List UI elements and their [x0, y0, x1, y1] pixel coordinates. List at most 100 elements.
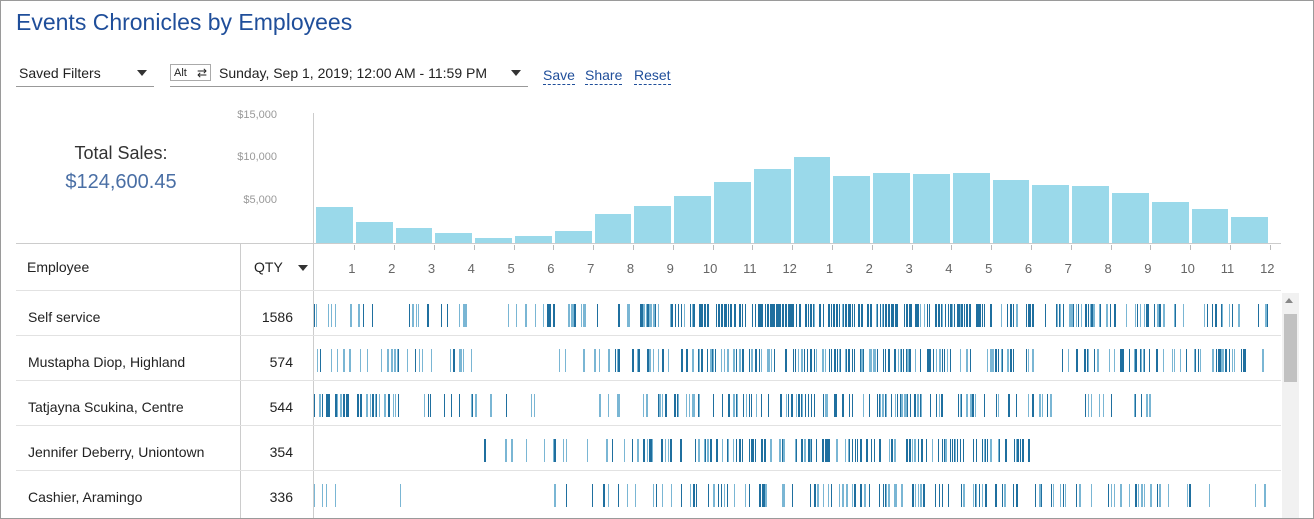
event-tick	[1100, 304, 1102, 327]
event-tick	[713, 484, 716, 507]
event-tick	[554, 484, 557, 507]
qty-column-header[interactable]: QTY	[254, 259, 283, 275]
alt-toggle-button[interactable]: Alt ⇄	[170, 64, 211, 81]
histogram-bar[interactable]	[316, 207, 353, 243]
x-tick-mark	[1110, 245, 1112, 250]
event-tick	[843, 304, 845, 327]
event-tick	[843, 394, 845, 417]
event-tick	[732, 349, 735, 372]
event-tick	[961, 304, 964, 327]
employee-name[interactable]: Tatjayna Scukina, Centre	[28, 399, 184, 415]
date-range-dropdown[interactable]: Alt ⇄ Sunday, Sep 1, 2019; 12:00 AM - 11…	[170, 62, 528, 87]
event-tick	[841, 304, 843, 327]
employee-name[interactable]: Self service	[28, 309, 101, 325]
event-tick	[1158, 304, 1160, 327]
reset-link[interactable]: Reset	[634, 67, 671, 85]
event-tick	[809, 439, 811, 462]
histogram-bar[interactable]	[1231, 216, 1269, 243]
histogram-bar[interactable]	[594, 214, 632, 243]
event-tick	[815, 349, 817, 372]
histogram-bar[interactable]	[1151, 201, 1189, 243]
event-tick	[391, 349, 394, 372]
event-tick	[751, 439, 754, 462]
histogram-bar[interactable]	[475, 237, 512, 243]
event-tick	[769, 439, 772, 462]
sort-desc-icon[interactable]	[298, 265, 308, 271]
event-tick	[766, 304, 768, 327]
event-tick	[937, 439, 939, 462]
event-tick	[463, 349, 465, 372]
event-tick	[908, 304, 910, 327]
row-separator	[16, 290, 1281, 291]
histogram-bar[interactable]	[873, 172, 910, 243]
histogram-bar[interactable]	[952, 172, 990, 243]
event-tick	[910, 394, 912, 417]
event-tick	[907, 394, 909, 417]
employee-name[interactable]: Jennifer Deberry, Uniontown	[28, 444, 205, 460]
histogram-bar[interactable]	[1112, 193, 1149, 243]
event-tick	[330, 304, 332, 327]
event-tick	[1141, 349, 1143, 372]
histogram-bar[interactable]	[793, 157, 831, 243]
histogram-bar[interactable]	[714, 182, 751, 243]
employee-column-header[interactable]: Employee	[27, 259, 90, 275]
event-tick	[1265, 304, 1268, 327]
histogram-bar[interactable]	[674, 196, 711, 243]
histogram-bar[interactable]	[913, 174, 950, 243]
event-tick	[744, 484, 746, 507]
scroll-up-icon[interactable]	[1285, 298, 1293, 303]
histogram-bar[interactable]	[634, 205, 672, 243]
histogram-bar[interactable]	[435, 232, 473, 243]
histogram-bar[interactable]	[992, 179, 1030, 243]
event-timeline-strip[interactable]	[314, 439, 1269, 462]
event-tick	[734, 394, 736, 417]
hour-tick-label: 5	[507, 261, 515, 276]
employee-name[interactable]: Cashier, Aramingo	[28, 489, 143, 505]
event-tick	[728, 439, 730, 462]
event-tick	[790, 304, 792, 327]
event-tick	[656, 484, 658, 507]
event-tick	[451, 394, 453, 417]
event-tick	[1061, 349, 1063, 372]
event-timeline-strip[interactable]	[314, 394, 1269, 417]
y-tick-label: $15,000	[237, 109, 277, 121]
histogram-bar[interactable]	[515, 236, 552, 243]
histogram-bar[interactable]	[395, 227, 433, 243]
save-link[interactable]: Save	[543, 67, 575, 85]
event-tick	[449, 349, 451, 372]
event-tick	[699, 304, 702, 327]
histogram-bar[interactable]	[355, 221, 393, 243]
event-tick	[823, 394, 824, 417]
event-timeline-strip[interactable]	[314, 484, 1269, 507]
saved-filters-dropdown[interactable]: Saved Filters	[16, 62, 154, 87]
event-tick	[1111, 484, 1113, 507]
event-tick	[778, 304, 780, 327]
histogram-bar[interactable]	[554, 231, 592, 243]
scrollbar-thumb[interactable]	[1284, 314, 1297, 382]
histogram-bar[interactable]	[1032, 185, 1070, 243]
event-tick	[746, 394, 748, 417]
event-tick	[460, 349, 463, 372]
event-tick	[961, 484, 963, 507]
event-tick	[824, 394, 827, 417]
event-tick	[1085, 304, 1088, 327]
event-tick	[840, 349, 842, 372]
event-tick	[871, 439, 873, 462]
employee-name[interactable]: Mustapha Diop, Highland	[28, 354, 186, 370]
event-tick	[973, 484, 975, 507]
event-tick	[570, 304, 572, 327]
event-timeline-strip[interactable]	[314, 349, 1269, 372]
event-tick	[977, 304, 979, 327]
event-tick	[1163, 349, 1165, 372]
histogram-bar[interactable]	[753, 169, 791, 243]
event-tick	[803, 349, 805, 372]
histogram-bar[interactable]	[1191, 209, 1229, 243]
histogram-bar[interactable]	[833, 176, 871, 243]
event-tick	[380, 349, 382, 372]
histogram-bar[interactable]	[1072, 186, 1109, 243]
share-link[interactable]: Share	[585, 67, 623, 85]
event-tick	[915, 484, 917, 507]
event-tick	[1157, 484, 1159, 507]
event-timeline-strip[interactable]	[314, 304, 1269, 327]
event-tick	[638, 349, 641, 372]
